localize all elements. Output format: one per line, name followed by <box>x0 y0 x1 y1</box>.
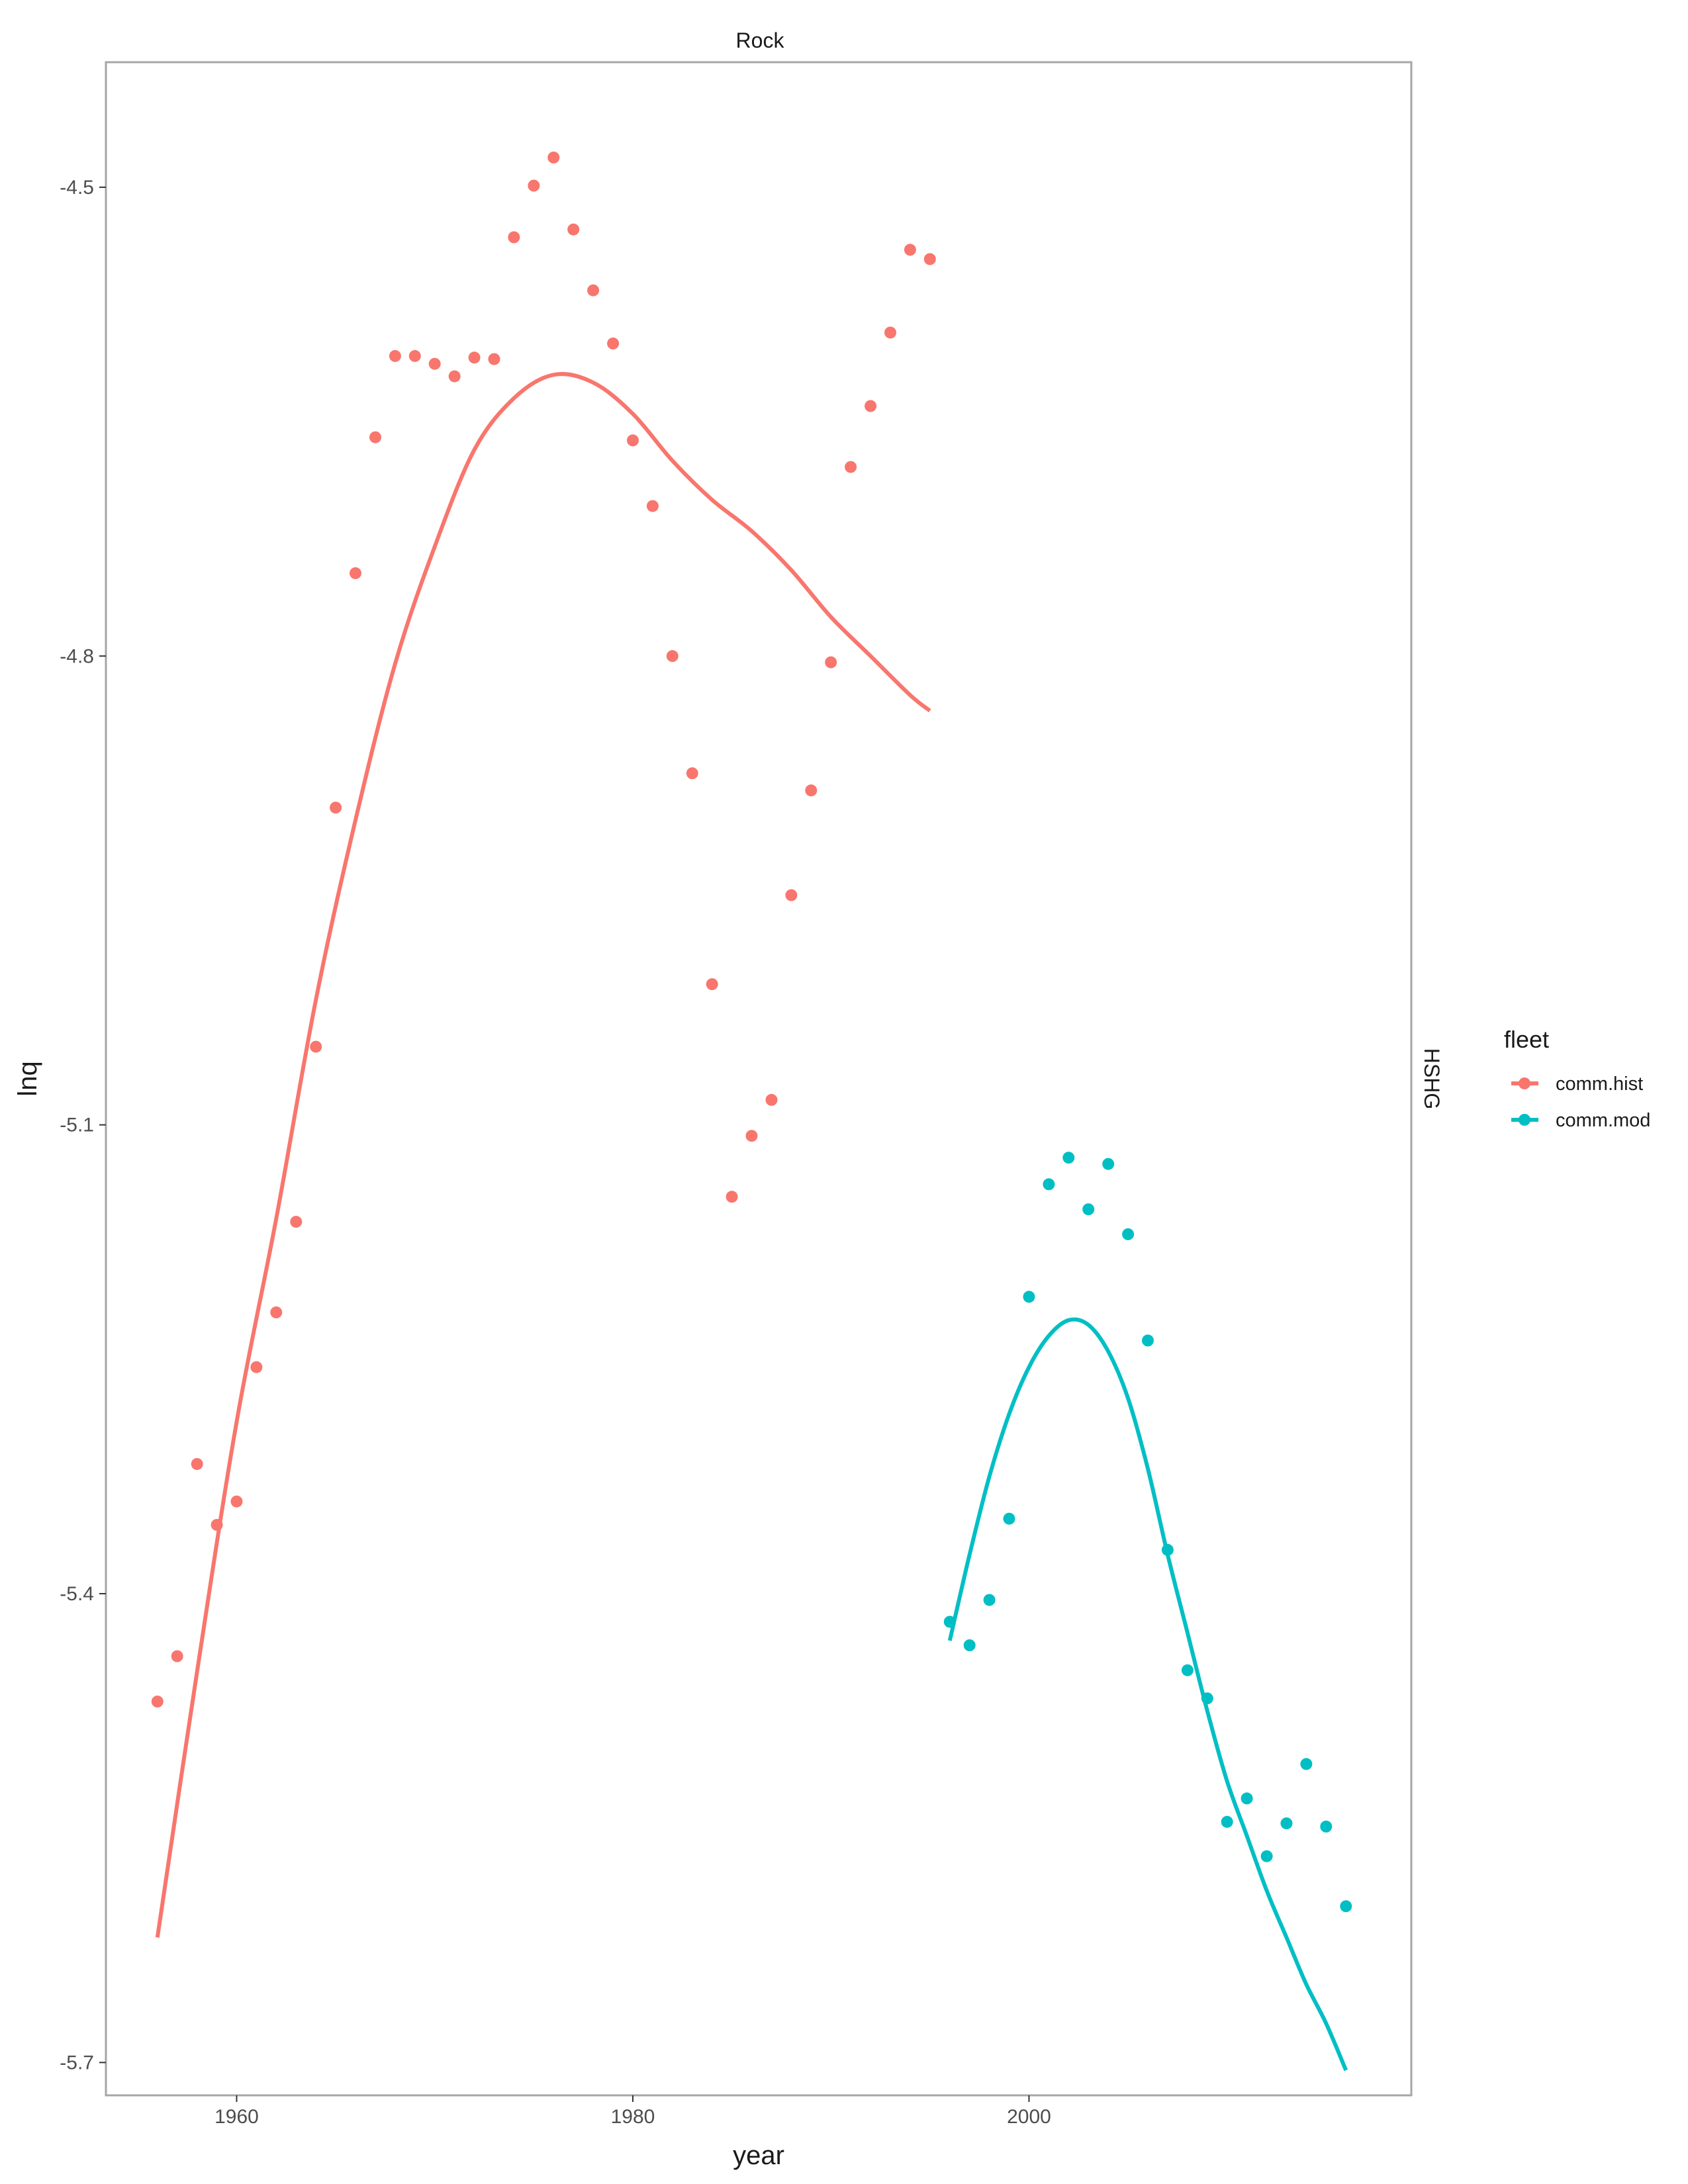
data-point-comm-hist <box>270 1306 283 1318</box>
y-tick-label: -5.1 <box>60 1115 94 1136</box>
x-tick-label: 1980 <box>611 2106 655 2128</box>
data-point-comm-hist <box>745 1130 758 1142</box>
data-point-comm-hist <box>666 650 679 662</box>
facet-top-label: Rock <box>736 28 785 52</box>
data-point-comm-mod <box>1043 1178 1055 1191</box>
y-axis-ticks: -4.5 -4.8 -5.1 -5.4 -5.7 <box>60 177 106 2073</box>
data-point-comm-hist <box>923 253 936 265</box>
data-point-comm-hist <box>785 889 798 901</box>
data-point-comm-hist <box>686 767 698 780</box>
data-point-comm-hist <box>151 1696 164 1707</box>
data-point-comm-hist <box>904 244 916 256</box>
legend-label: comm.mod <box>1556 1110 1650 1131</box>
legend-item-comm-mod: comm.mod <box>1511 1110 1650 1131</box>
data-point-comm-hist <box>448 370 461 383</box>
data-point-comm-hist <box>408 349 421 362</box>
data-point-comm-hist <box>191 1458 203 1471</box>
data-point-comm-hist <box>726 1191 738 1203</box>
y-tick-label: -5.4 <box>60 1583 94 1605</box>
data-point-comm-mod <box>1082 1203 1095 1216</box>
data-point-comm-hist <box>369 431 381 443</box>
data-point-comm-hist <box>547 152 560 163</box>
data-point-comm-hist <box>290 1216 303 1228</box>
data-point-comm-hist <box>587 284 600 296</box>
data-point-comm-mod <box>1122 1228 1135 1240</box>
data-point-comm-hist <box>607 338 620 349</box>
legend-title: fleet <box>1504 1026 1549 1053</box>
data-point-comm-hist <box>567 223 580 236</box>
panel-border <box>105 61 1413 2097</box>
data-point-comm-hist <box>389 349 401 362</box>
data-point-comm-mod <box>1062 1152 1075 1164</box>
data-point-comm-hist <box>646 500 659 512</box>
data-point-comm-hist <box>765 1093 778 1106</box>
data-point-comm-mod <box>1340 1900 1352 1913</box>
data-point-comm-hist <box>884 326 896 339</box>
data-point-comm-hist <box>706 978 718 991</box>
data-point-comm-hist <box>171 1650 183 1662</box>
data-point-comm-mod <box>1280 1817 1293 1830</box>
data-point-comm-mod <box>1023 1291 1035 1303</box>
data-point-comm-hist <box>350 567 361 580</box>
data-point-comm-mod <box>1260 1850 1273 1862</box>
data-point-comm-hist <box>468 351 481 364</box>
fit-line-comm-hist <box>155 372 931 1938</box>
legend-key-point <box>1519 1077 1530 1089</box>
facet-right-label: HSHG <box>1420 1048 1444 1109</box>
data-point-comm-hist <box>845 461 857 473</box>
data-point-comm-hist <box>250 1361 263 1373</box>
data-point-comm-mod <box>1142 1334 1154 1347</box>
x-axis-title: year <box>733 2141 784 2170</box>
data-point-comm-hist <box>865 400 877 412</box>
data-point-comm-hist <box>310 1040 322 1053</box>
data-point-comm-mod <box>1300 1758 1313 1770</box>
legend: fleet comm.hist comm.mod <box>1504 1026 1650 1131</box>
y-tick-label: -4.5 <box>60 177 94 199</box>
x-tick-label: 1960 <box>214 2106 259 2128</box>
legend-label: comm.hist <box>1556 1073 1643 1095</box>
data-point-comm-hist <box>805 784 818 797</box>
data-point-comm-mod <box>1181 1664 1194 1676</box>
y-axis-title: lnq <box>13 1061 42 1096</box>
data-point-comm-mod <box>1241 1792 1253 1805</box>
data-point-comm-mod <box>963 1639 976 1651</box>
data-point-comm-mod <box>1320 1820 1333 1833</box>
legend-item-comm-hist: comm.hist <box>1511 1073 1643 1095</box>
data-point-comm-hist <box>528 179 540 192</box>
data-point-comm-hist <box>627 434 639 447</box>
x-axis-ticks: 1960 1980 2000 <box>214 2095 1051 2128</box>
data-point-comm-hist <box>825 656 837 668</box>
data-point-comm-hist <box>230 1495 243 1508</box>
data-point-comm-mod <box>1102 1158 1115 1170</box>
data-point-comm-hist <box>428 357 441 370</box>
y-tick-label: -5.7 <box>60 2052 94 2073</box>
data-point-comm-mod <box>983 1594 996 1606</box>
data-point-comm-mod <box>1221 1815 1233 1828</box>
data-point-comm-hist <box>508 231 520 244</box>
y-tick-label: -4.8 <box>60 645 94 667</box>
legend-key-point <box>1519 1114 1530 1126</box>
plot-area <box>105 61 1413 2097</box>
data-point-comm-hist <box>330 801 342 814</box>
data-point-comm-mod <box>1003 1512 1015 1525</box>
data-point-comm-hist <box>488 353 500 365</box>
fit-line-comm-mod <box>947 1317 1348 2071</box>
x-tick-label: 2000 <box>1007 2106 1051 2128</box>
